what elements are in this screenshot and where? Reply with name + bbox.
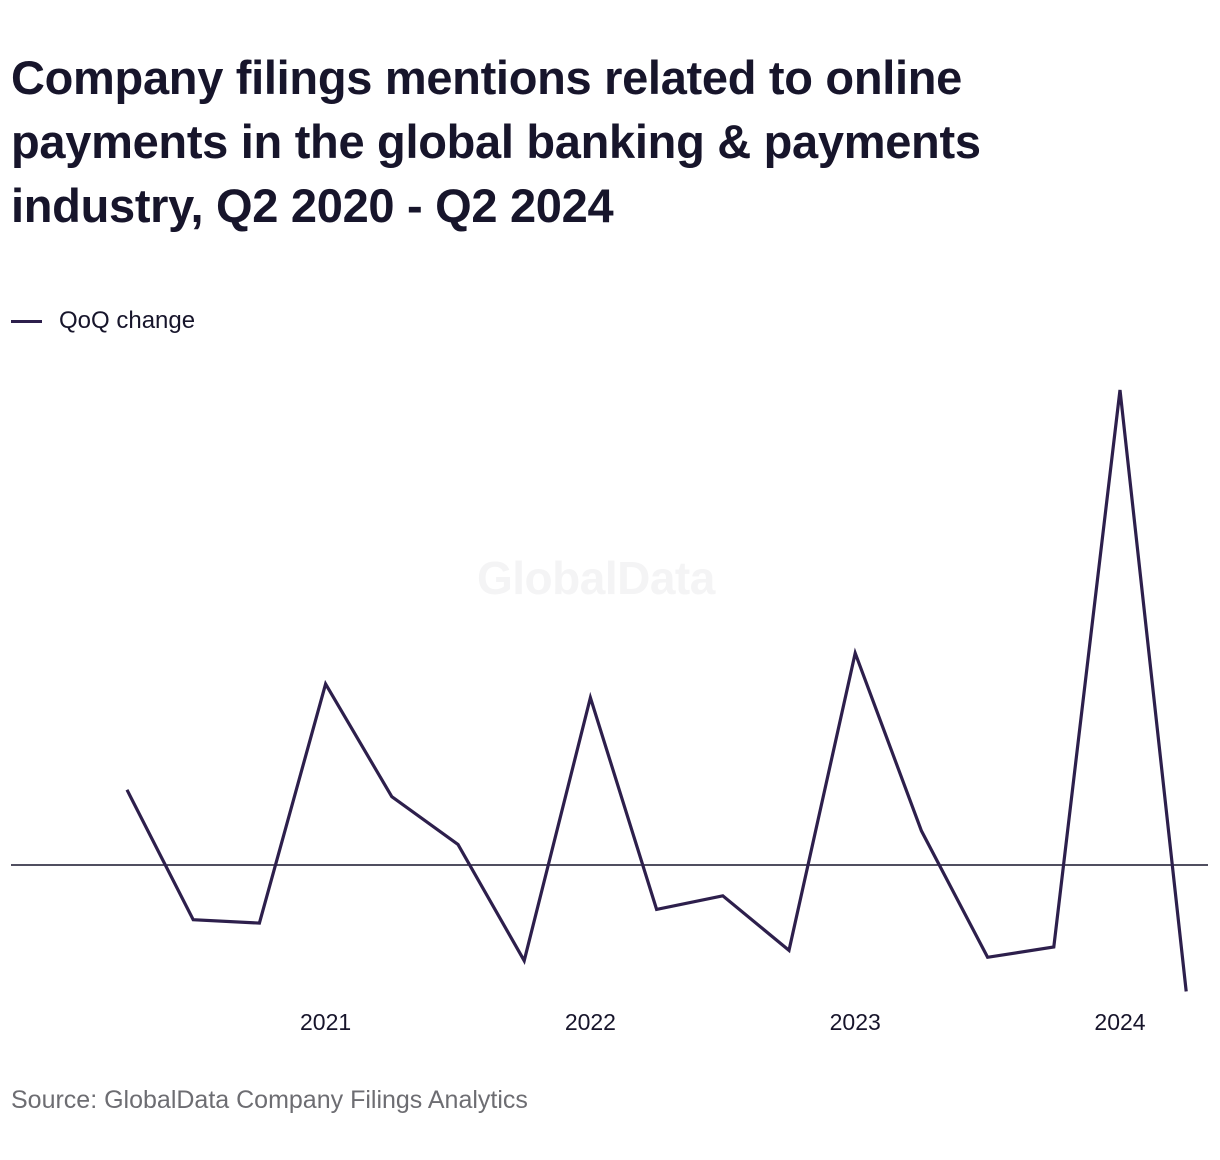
data-point	[918, 828, 924, 834]
legend-label: QoQ change	[59, 307, 196, 334]
chart-title: Company filings mentions related to onli…	[11, 51, 981, 232]
x-tick-label: 2023	[830, 1009, 881, 1035]
data-point	[1183, 988, 1189, 994]
data-point	[190, 917, 196, 923]
data-point	[985, 954, 991, 960]
data-point	[256, 920, 262, 926]
legend: QoQ change	[11, 307, 195, 335]
watermark: GlobalData	[477, 552, 715, 604]
data-point	[389, 794, 395, 800]
series-line-qoq-change	[125, 389, 1188, 992]
data-point	[124, 787, 130, 793]
data-point	[455, 842, 461, 848]
x-tick-label: 2021	[300, 1009, 351, 1035]
line-chart: 2021 2022 2023 2024	[11, 387, 1208, 1035]
legend-swatch	[11, 319, 42, 323]
source-note: Source: GlobalData Company Filings Analy…	[11, 1086, 528, 1114]
data-point	[720, 893, 726, 899]
x-tick-label: 2022	[565, 1009, 616, 1035]
data-point	[852, 650, 858, 656]
data-point	[786, 947, 792, 953]
data-point	[521, 958, 527, 964]
plot-area: 2021 2022 2023 2024	[11, 387, 1208, 1035]
data-point	[1051, 944, 1057, 950]
data-point	[323, 681, 329, 687]
data-point	[654, 906, 660, 912]
data-point	[1117, 387, 1123, 393]
x-tick-label: 2024	[1094, 1009, 1145, 1035]
data-point	[587, 695, 593, 701]
